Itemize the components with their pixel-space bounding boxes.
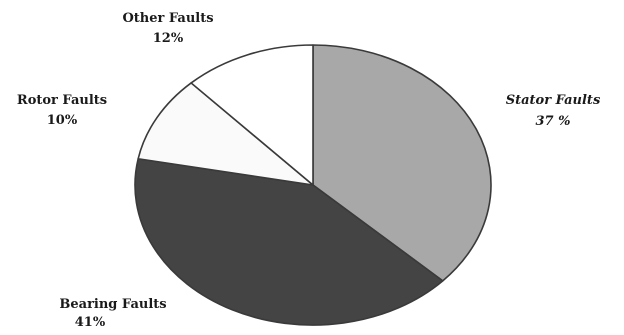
pie-slice-stator-faults — [312, 44, 492, 282]
pie-slice-bearing-faults — [134, 157, 444, 326]
pie-slice-rotor-faults — [137, 82, 314, 186]
label-other-faults: Other Faults — [122, 11, 213, 26]
value-other-faults: 12% — [153, 31, 184, 46]
value-stator-faults: 37 % — [536, 114, 571, 129]
pie-slice-other-faults — [190, 44, 314, 186]
label-stator-faults: Stator Faults — [506, 93, 601, 108]
value-bearing-faults: 41% — [75, 315, 106, 330]
pie-slices — [134, 44, 492, 326]
label-bearing-faults: Bearing Faults — [59, 297, 166, 312]
label-rotor-faults: Rotor Faults — [17, 93, 107, 108]
value-rotor-faults: 10% — [47, 113, 78, 128]
